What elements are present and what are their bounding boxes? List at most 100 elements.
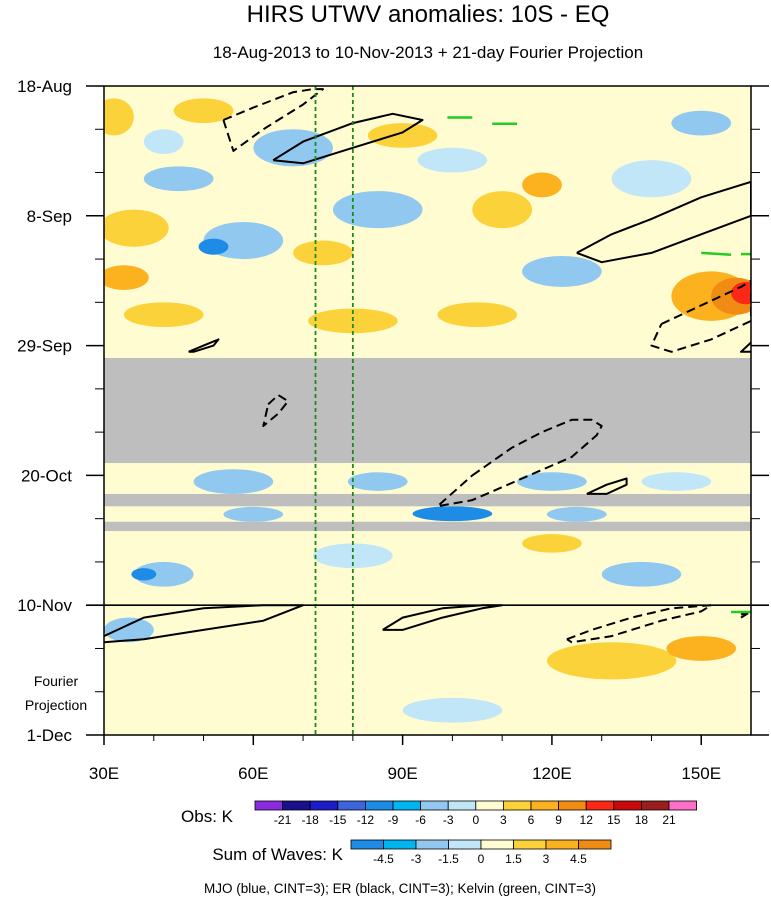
waves-colorbar-swatch-7: [578, 839, 612, 850]
field-anomaly-patch-39: [402, 697, 503, 723]
field-anomaly-patch-13: [472, 191, 533, 229]
field-anomaly-patch-37: [666, 636, 737, 661]
field-anomaly-patch-26: [517, 472, 587, 491]
field-anomaly-patch-11: [332, 191, 423, 229]
field-anomaly-patch-2: [104, 265, 149, 290]
obs-colorbar-swatch-13: [613, 800, 642, 811]
y-tick-label-5: 1-Dec: [27, 726, 73, 745]
obs-colorbar-level-14: 21: [662, 813, 676, 827]
obs-colorbar-swatch-9: [502, 800, 532, 811]
x-tick-label-3: 120E: [532, 764, 572, 783]
field-anomaly-patch-31: [133, 561, 194, 587]
obs-colorbar-swatch-8: [475, 800, 504, 811]
er-contour-negative-0: [222, 88, 324, 152]
obs-colorbar-level-8: 3: [500, 813, 507, 827]
field-anomaly-patch-36: [546, 642, 677, 680]
obs-colorbar-level-5: -6: [415, 813, 426, 827]
er-contour-positive-3: [586, 477, 628, 495]
obs-colorbar-level-7: 0: [472, 813, 479, 827]
field-anomaly-patch-16: [611, 160, 692, 198]
obs-colorbar-swatch-14: [641, 800, 670, 811]
chart-title: HIRS UTWV anomalies: 10S - EQ: [247, 1, 610, 28]
plot-frame: [103, 85, 752, 736]
obs-colorbar-level-1: -18: [302, 813, 320, 827]
obs-colorbar-swatch-7: [447, 800, 477, 811]
er-contour-positive-2: [188, 338, 220, 353]
y-axis-labels: 18-Aug 8-Sep 29-Sep 20-Oct 10-Nov 1-Dec: [17, 77, 72, 745]
er-contour-positive-6: [740, 341, 751, 353]
waves-colorbar-label: Sum of Waves: K: [212, 845, 343, 864]
obs-colorbar-swatch-11: [558, 800, 587, 811]
waves-colorbar-level-4: 1.5: [505, 852, 522, 866]
obs-colorbar-swatch-10: [530, 800, 560, 811]
obs-colorbar-swatch-4: [364, 800, 394, 811]
waves-colorbar: Sum of Waves: K -4.5 -3 -1.5 0 1.5 3 4.5: [212, 839, 612, 866]
field-anomaly-patch-35: [522, 534, 582, 553]
plot-area: [104, 86, 751, 735]
er-contour-negative-1: [650, 279, 751, 353]
waves-colorbar-swatch-2: [415, 839, 449, 850]
field-anomaly-patch-27: [641, 472, 712, 491]
field-anomaly-patch-14: [522, 172, 562, 198]
obs-colorbar-level-6: -3: [443, 813, 454, 827]
field-anomaly-patch-20: [731, 281, 751, 305]
y-tick-label-2: 29-Sep: [17, 337, 72, 356]
obs-colorbar-level-10: 9: [555, 813, 562, 827]
field-anomaly-patch-32: [131, 568, 157, 581]
er-contour-negative-3: [436, 418, 603, 508]
waves-colorbar-swatch-6: [545, 839, 579, 850]
waves-colorbar-swatch-0: [350, 839, 384, 850]
obs-colorbar-swatch-3: [337, 800, 366, 811]
obs-colorbar-level-9: 6: [528, 813, 535, 827]
x-tick-label-4: 150E: [681, 764, 721, 783]
x-axis-labels: 30E 60E 90E 120E 150E: [89, 764, 721, 783]
obs-colorbar-label: Obs: K: [181, 807, 234, 826]
waves-colorbar-level-5: 3: [543, 852, 550, 866]
er-contour-positive-1: [576, 180, 751, 264]
field-anomaly-patch-5: [143, 166, 214, 192]
obs-colorbar-level-3: -12: [357, 813, 375, 827]
projection-label-line2: Projection: [25, 697, 87, 713]
y-tick-label-1: 8-Sep: [27, 207, 72, 226]
obs-colorbar-level-12: 15: [607, 813, 621, 827]
y-tick-label-3: 20-Oct: [21, 466, 72, 485]
obs-colorbar-level-0: -21: [274, 813, 292, 827]
projection-label-line1: Fourier: [34, 673, 79, 689]
reference-lines: [314, 86, 354, 735]
field-anomaly-patch-34: [601, 561, 682, 587]
obs-colorbar-level-13: 18: [635, 813, 649, 827]
field-anomaly-patch-10: [367, 123, 438, 148]
obs-colorbar-swatch-12: [585, 800, 615, 811]
field-anomaly-patch-9: [293, 240, 353, 266]
waves-colorbar-swatch-1: [383, 839, 417, 850]
field-anomaly-patch-1: [104, 209, 169, 247]
x-tick-label-2: 90E: [387, 764, 417, 783]
waves-colorbar-swatch-3: [448, 839, 482, 850]
obs-colorbar: Obs: K -21 -18 -15 -12 -9 -6 -3 0 3 6 9 12 15 18 21: [181, 800, 698, 827]
field-anomaly-patch-29: [546, 506, 607, 522]
waves-colorbar-swatch-4: [480, 839, 514, 850]
obs-colorbar-swatch-5: [392, 800, 422, 811]
field-anomaly-patch-38: [104, 617, 154, 643]
field-anomaly-patch-8: [198, 238, 229, 255]
y-tick-label-4: 10-Nov: [17, 596, 72, 615]
waves-colorbar-level-2: -1.5: [438, 852, 459, 866]
er-contour-positive-0: [272, 112, 424, 165]
field-anomaly-patch-4: [143, 129, 184, 154]
field-anomaly-patch-15: [522, 255, 602, 287]
missing-data-band-1: [104, 493, 751, 507]
obs-colorbar-swatch-6: [420, 800, 449, 811]
waves-colorbar-level-0: -4.5: [373, 852, 394, 866]
waves-colorbar-level-3: 0: [478, 852, 485, 866]
obs-colorbar-swatch-2: [309, 800, 339, 811]
x-tick-label-1: 60E: [238, 764, 268, 783]
field-anomaly-patch-12: [417, 147, 488, 173]
field-anomaly-patch-0: [104, 98, 134, 136]
field-anomaly-patch-24: [193, 469, 274, 494]
field-anomaly-patch-30: [223, 506, 284, 522]
waves-colorbar-swatch-5: [513, 839, 547, 850]
missing-data-band-0: [104, 357, 751, 464]
x-tick-label-0: 30E: [89, 764, 119, 783]
field-anomaly-patch-28: [412, 506, 493, 522]
